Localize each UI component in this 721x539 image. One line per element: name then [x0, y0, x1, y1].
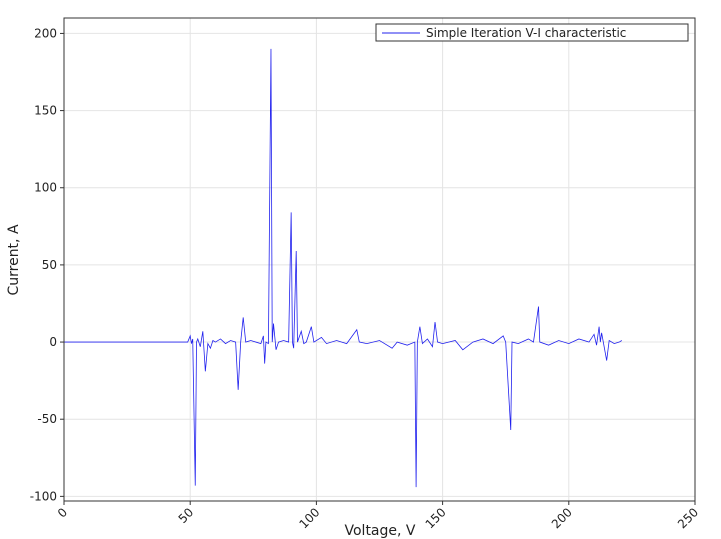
- y-tick-label: 100: [34, 181, 57, 195]
- y-tick-label: 200: [34, 26, 57, 40]
- y-tick-label: -50: [37, 412, 57, 426]
- y-tick-label: -100: [30, 489, 57, 503]
- legend: Simple Iteration V-I characteristic: [375, 23, 689, 42]
- x-tick-label: 50: [176, 505, 197, 526]
- x-tick-label: 150: [423, 505, 449, 531]
- x-tick-label: 250: [675, 505, 701, 531]
- series-line: [64, 48, 623, 488]
- y-tick-label: 0: [49, 335, 57, 349]
- plot-frame: [63, 17, 696, 502]
- y-tick-label: 50: [42, 258, 57, 272]
- x-tick-label: 0: [55, 505, 70, 520]
- y-axis-label: Current, A: [6, 224, 22, 295]
- x-tick-label: 200: [549, 505, 575, 531]
- x-tick-label: 100: [296, 505, 322, 531]
- y-tick-label: 150: [34, 104, 57, 118]
- legend-box: [375, 23, 689, 42]
- legend-label: Simple Iteration V-I characteristic: [426, 26, 626, 40]
- x-axis-label: Voltage, V: [345, 523, 416, 539]
- plot-area: [63, 17, 696, 502]
